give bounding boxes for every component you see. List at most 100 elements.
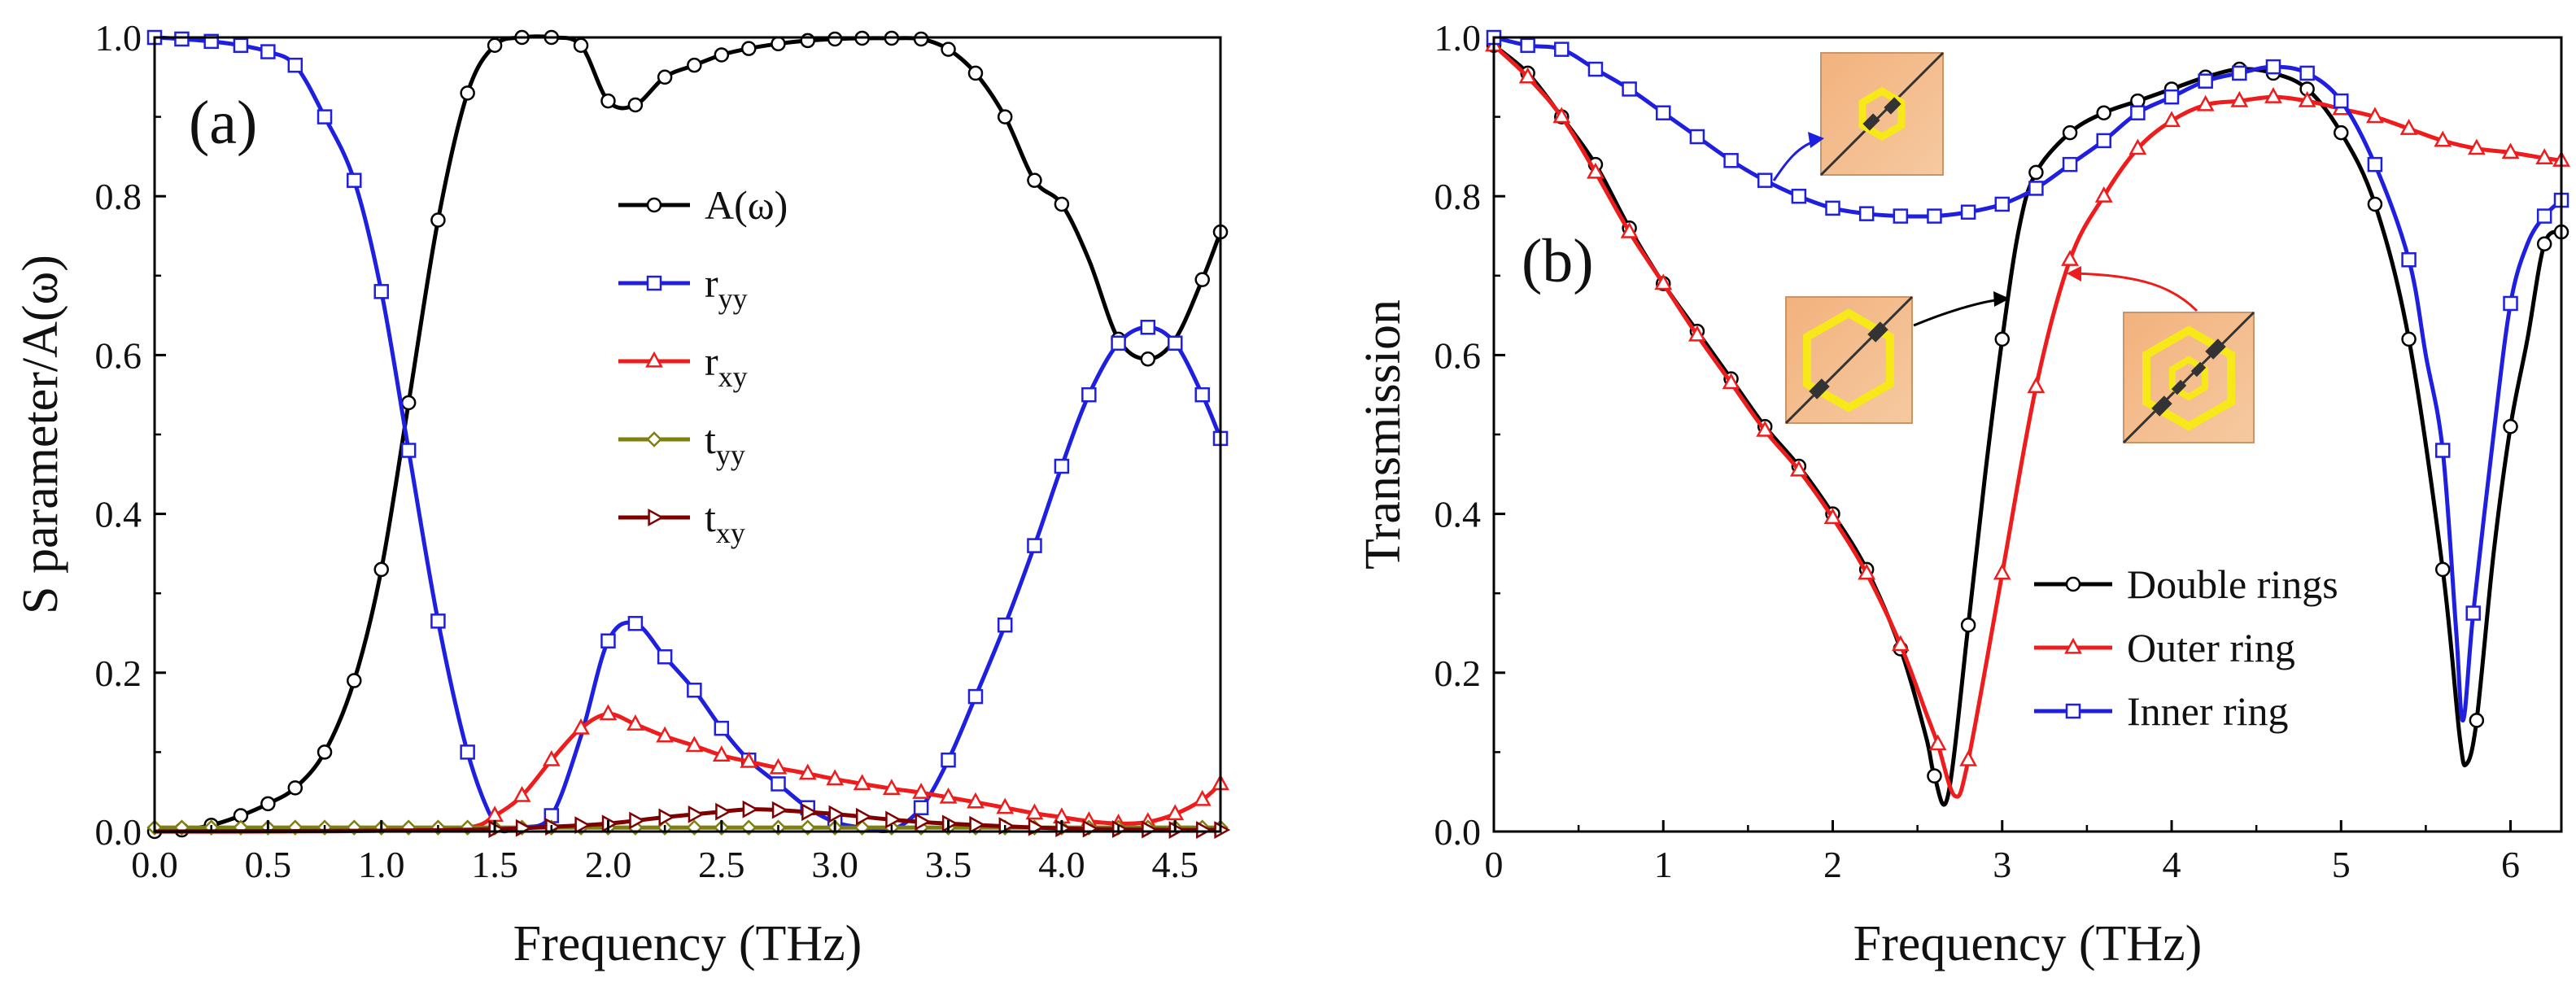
data-point-marker — [714, 720, 730, 736]
data-point-marker — [941, 752, 956, 768]
data-point-marker — [967, 65, 984, 81]
data-point-marker — [1054, 458, 1070, 474]
legend-item: ryy — [618, 260, 748, 315]
data-point-marker — [941, 814, 958, 833]
data-point-marker — [572, 718, 590, 735]
data-point-marker — [400, 443, 417, 458]
ring-gap — [2171, 379, 2187, 395]
panel-b-legend: Double rings Outer ring Inner ring — [2034, 561, 2338, 734]
data-point-marker — [657, 69, 673, 85]
data-point-marker — [2503, 418, 2518, 434]
data-point-marker — [1196, 821, 1212, 839]
legend-label-base: Inner ring — [2127, 688, 2289, 734]
series-inner-ring — [1486, 29, 2569, 723]
data-point-marker — [2298, 90, 2316, 107]
series-r-yy — [146, 29, 1229, 834]
data-point-marker — [1194, 272, 1210, 287]
data-point-marker — [2401, 331, 2417, 347]
data-point-marker — [885, 810, 902, 829]
x-tick-label: 0 — [1485, 844, 1504, 885]
data-point-marker — [629, 811, 646, 830]
legend-label: A(ω) — [705, 182, 788, 228]
data-point-marker — [657, 649, 673, 665]
data-point-marker — [627, 616, 644, 631]
data-point-marker — [687, 683, 702, 698]
data-point-marker — [2265, 59, 2281, 75]
data-point-marker — [2503, 295, 2518, 312]
data-point-marker — [2062, 156, 2078, 172]
data-point-marker — [2501, 142, 2520, 159]
data-point-marker — [798, 763, 817, 780]
x-tick-label: 1.5 — [471, 844, 518, 885]
panel-b-chart: 0 1 2 3 4 5 6 0.0 0.2 0.4 0.6 0.8 1.0 (b) Frequency … — [1356, 17, 2570, 971]
panel-a-chart: 0.0 0.5 1.0 1.5 2.0 2.5 3.0 3.5 4.0 4.5 0.0 0.2 0.4 0… — [13, 17, 1231, 971]
data-point-marker — [2130, 105, 2146, 120]
series-line — [154, 35, 1223, 834]
legend-swatch-marker — [2064, 637, 2082, 654]
data-point-marker — [347, 172, 362, 188]
legend-label: txy — [705, 495, 745, 549]
data-point-marker — [2465, 605, 2481, 621]
data-point-marker — [1194, 386, 1210, 403]
data-point-marker — [826, 769, 845, 786]
data-point-marker — [939, 787, 958, 804]
y-tick-label: 0.4 — [95, 494, 142, 535]
data-point-marker — [1025, 803, 1044, 820]
legend-label-base: Double rings — [2127, 561, 2338, 607]
data-point-marker — [998, 817, 1015, 836]
x-tick-label: 4.0 — [1038, 844, 1085, 885]
panel-a-plot-area — [146, 29, 1231, 840]
data-point-marker — [715, 802, 732, 821]
y-tick-label: 0.8 — [1434, 176, 1482, 217]
inner-ring-arrowhead — [1808, 132, 1824, 148]
data-point-marker — [599, 704, 618, 721]
data-point-marker — [1656, 105, 1671, 120]
outer-ring-arrowhead — [2067, 266, 2081, 282]
data-point-marker — [2062, 124, 2078, 141]
data-point-marker — [712, 745, 731, 762]
data-point-marker — [1193, 789, 1212, 806]
data-point-marker — [1891, 635, 1910, 652]
x-tick-label: 3.5 — [925, 844, 972, 885]
legend-label: Outer ring — [2127, 625, 2295, 670]
series-r-xy — [154, 704, 1229, 834]
data-point-marker — [1214, 821, 1231, 839]
legend-label: Inner ring — [2127, 688, 2289, 734]
ring-gap — [1809, 378, 1830, 399]
data-point-marker — [997, 617, 1013, 633]
data-point-marker — [2367, 156, 2383, 172]
y-tick-label: 0.2 — [1434, 653, 1482, 694]
legend-label-base: Outer ring — [2127, 625, 2295, 670]
legend-label-base: r — [705, 260, 718, 306]
data-point-marker — [487, 37, 503, 54]
inner-ring-hexagon — [2169, 356, 2208, 401]
inset-diagonal — [2122, 311, 2255, 444]
data-point-marker — [1620, 221, 1639, 238]
data-point-marker — [687, 57, 702, 73]
data-point-marker — [1111, 335, 1126, 351]
data-point-marker — [2094, 186, 2113, 203]
data-point-marker — [1654, 273, 1673, 290]
y-tick-label: 0.0 — [95, 811, 142, 853]
data-point-marker — [1858, 206, 1875, 221]
data-point-marker — [2366, 107, 2384, 124]
double-ring-inset-image — [1784, 295, 1914, 425]
data-point-marker — [460, 85, 475, 101]
data-point-marker — [2467, 138, 2486, 155]
data-point-marker — [513, 785, 531, 802]
data-point-marker — [460, 744, 475, 760]
data-point-marker — [2535, 148, 2554, 165]
x-tick-label: 2.0 — [585, 844, 632, 885]
data-point-marker — [997, 109, 1013, 124]
data-point-marker — [430, 212, 446, 228]
ring-gap — [2151, 395, 2172, 417]
data-point-marker — [1722, 373, 1740, 390]
legend-swatch-marker — [648, 509, 665, 526]
ring-gap — [1862, 113, 1880, 131]
data-point-marker — [740, 751, 758, 768]
panel-a-x-axis-title: Frequency (THz) — [513, 916, 862, 971]
data-point-marker — [1140, 319, 1156, 335]
data-point-marker — [1993, 563, 2011, 580]
data-point-marker — [1927, 768, 1942, 784]
